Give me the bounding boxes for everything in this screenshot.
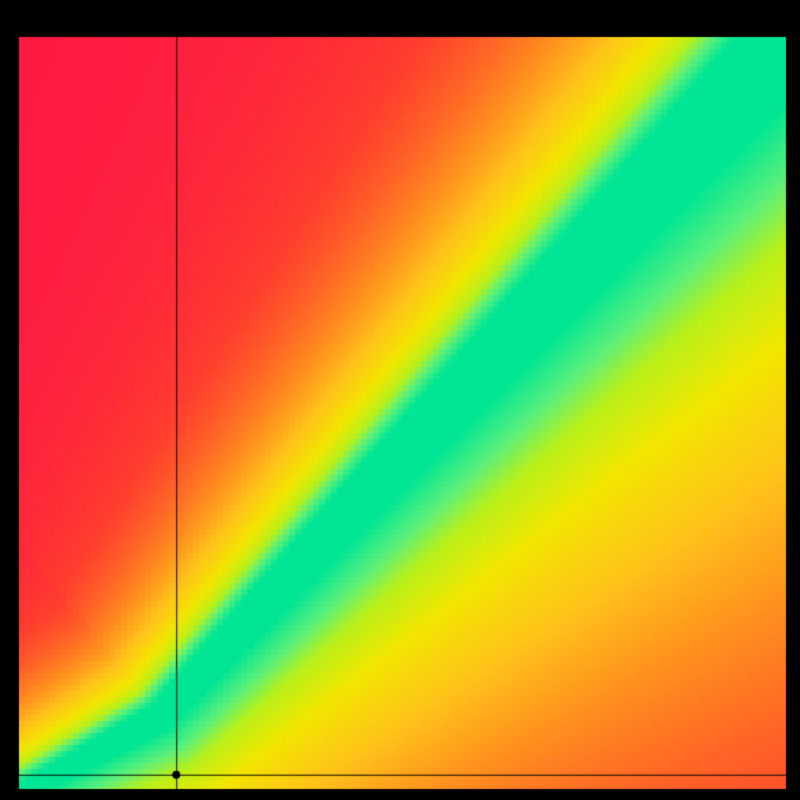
chart-container: TheBottleneck.com [0,0,800,800]
heatmap-canvas [0,0,800,800]
